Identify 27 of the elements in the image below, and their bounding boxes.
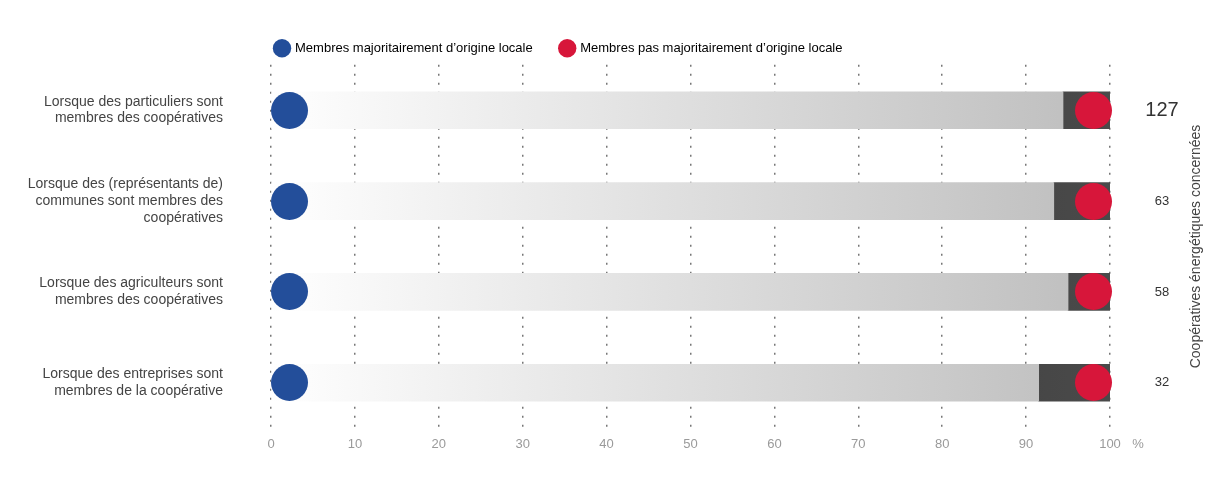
x-tick-label: 70 [851, 435, 866, 451]
x-tick-label: 10 [347, 435, 363, 451]
bar [271, 182, 1055, 220]
x-axis-title: % [1132, 435, 1145, 451]
text: 63 [1154, 192, 1170, 208]
text: 58 [1154, 283, 1170, 299]
x-tick-label: 20 [431, 435, 447, 451]
x-tick-label: 80 [934, 435, 950, 451]
y2-axis-title: Coopératives énergétiques concernées [1186, 124, 1203, 369]
y-tick-label: Lorsque des entreprises sont membres de la coopérative [42, 365, 224, 399]
x-tick-label: 30 [515, 435, 530, 451]
text: 127 [1145, 97, 1179, 120]
bar [271, 273, 1069, 311]
y-tick-label: Lorsque des agriculteurs sont membres des coopératives [39, 274, 224, 308]
x-tick-label: 50 [683, 435, 698, 451]
x-tick-label: 40 [599, 435, 614, 451]
x-tick-label: 0 [267, 435, 275, 451]
bar [271, 363, 1040, 402]
bar [271, 91, 1064, 130]
legend-label: Membres pas majoritairement d’origine locale [580, 39, 843, 55]
x-tick-label: 60 [767, 435, 782, 451]
x-tick-label: 100 [1099, 435, 1121, 451]
legend-label: Membres majoritairement d’origine locale [295, 39, 533, 55]
text: 32 [1154, 374, 1170, 390]
y-tick-label: Lorsque des (représentants de) communes sont membres des coopératives [27, 175, 223, 225]
y-tick-label: Lorsque des particuliers sont membres des coopératives [44, 92, 224, 126]
x-tick-label: 90 [1018, 435, 1034, 451]
